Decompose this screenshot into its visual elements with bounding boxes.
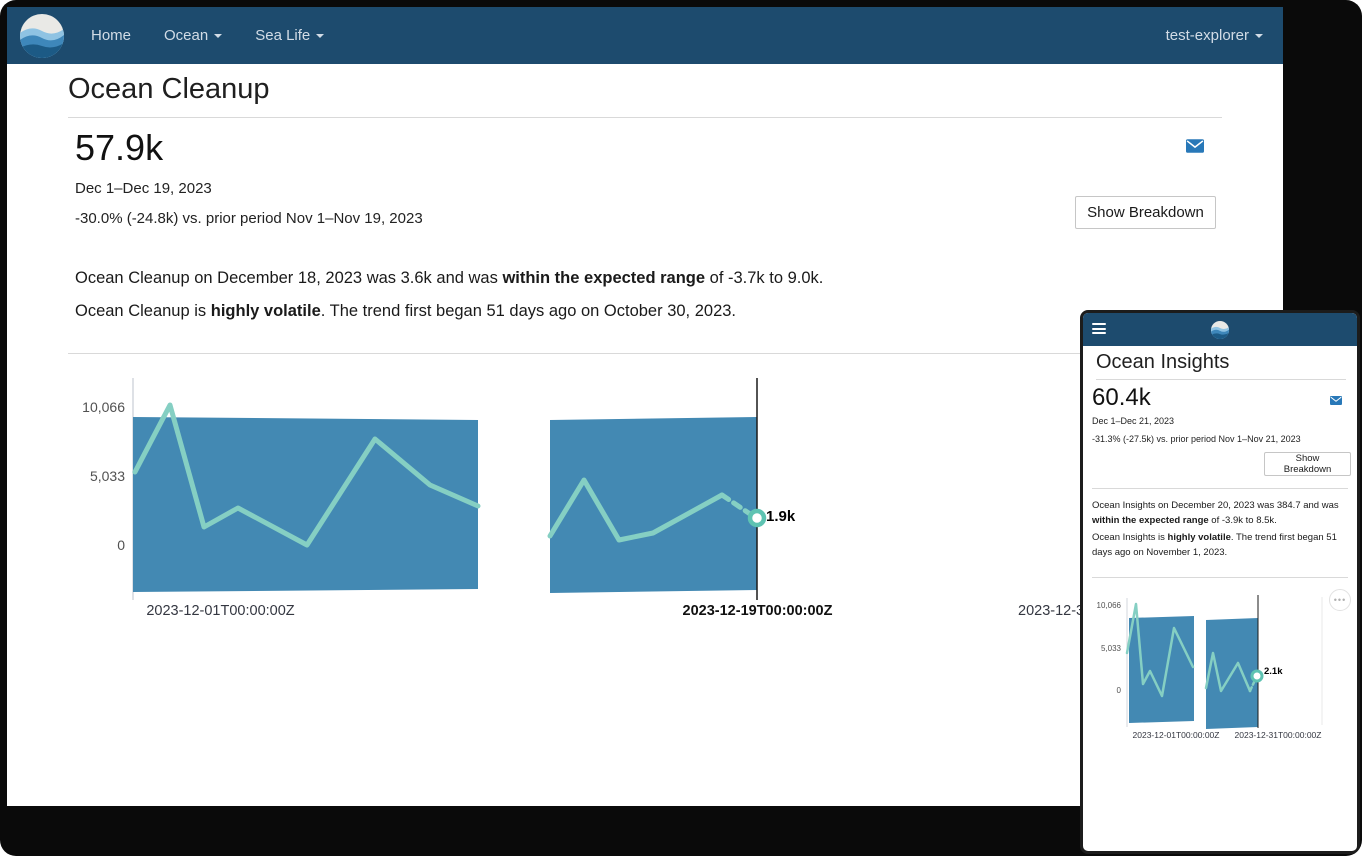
- latest-point-marker[interactable]: [747, 508, 767, 528]
- expected-range-band: [1129, 616, 1194, 723]
- divider: [1092, 577, 1348, 578]
- metric-date-range: Dec 1–Dec 19, 2023: [75, 180, 212, 197]
- mobile-navbar: [1083, 313, 1357, 346]
- top-navbar: Home Ocean Sea Life test-explorer: [7, 7, 1283, 64]
- y-tick: 10,066: [82, 399, 125, 415]
- browser-window: Home Ocean Sea Life test-explorer Ocean …: [7, 7, 1283, 806]
- caret-down-icon: [1255, 33, 1263, 38]
- x-tick: 2023-12-01T00:00:00Z: [146, 603, 295, 619]
- mobile-metric-date-range: Dec 1–Dec 21, 2023: [1092, 416, 1175, 426]
- y-tick: 0: [117, 537, 125, 553]
- divider: [68, 353, 1222, 354]
- caret-down-icon: [214, 33, 223, 38]
- divider: [1096, 379, 1346, 380]
- show-breakdown-button[interactable]: Show Breakdown: [1264, 452, 1351, 476]
- mobile-metric-comparison: -31.3% (-27.5k) vs. prior period Nov 1–N…: [1092, 434, 1301, 444]
- mobile-page-title: Ocean Insights: [1096, 351, 1230, 373]
- actual-line: [1125, 602, 1195, 698]
- marker-value-label: 2.1k: [1264, 666, 1283, 677]
- caret-down-icon: [316, 33, 325, 38]
- x-tick-highlighted: 2023-12-19T00:00:00Z: [682, 603, 833, 619]
- ocean-logo-icon[interactable]: [1211, 321, 1229, 339]
- latest-point-marker[interactable]: [1250, 669, 1264, 683]
- show-breakdown-button[interactable]: Show Breakdown: [1075, 196, 1216, 229]
- chart-options-button[interactable]: •••: [1329, 589, 1351, 611]
- divider: [1092, 488, 1348, 489]
- expected-range-band: [550, 417, 757, 593]
- mobile-metric-anomaly-chart[interactable]: [1085, 588, 1353, 740]
- metric-value: 57.9k: [75, 127, 164, 168]
- nav-item-ocean[interactable]: Ocean: [164, 27, 223, 44]
- insight-trend-text: Ocean Cleanup is highly volatile. The tr…: [75, 302, 737, 320]
- metric-comparison: -30.0% (-24.8k) vs. prior period Nov 1–N…: [75, 210, 423, 227]
- insight-range-text: Ocean Cleanup on December 18, 2023 was 3…: [75, 269, 824, 287]
- metric-anomaly-chart[interactable]: [60, 370, 1090, 630]
- actual-line: [547, 477, 725, 543]
- mobile-insight-trend-text: Ocean Insights is highly volatile. The t…: [1092, 532, 1337, 558]
- user-menu[interactable]: test-explorer: [1166, 27, 1263, 44]
- y-tick: 10,066: [1096, 601, 1121, 610]
- y-tick: 0: [1116, 686, 1121, 695]
- actual-line: [1204, 651, 1252, 693]
- nav-links: Home Ocean Sea Life: [91, 27, 325, 44]
- x-tick: 2023-12-31T00:00:00Z: [1234, 730, 1322, 740]
- forecast-dashed-line: [719, 492, 756, 519]
- y-tick: 5,033: [89, 468, 125, 484]
- mobile-metric-value: 60.4k: [1092, 384, 1151, 411]
- expected-range-band: [133, 417, 478, 592]
- envelope-icon[interactable]: [1186, 139, 1204, 153]
- divider: [68, 117, 1222, 118]
- marker-value-label: 1.9k: [766, 508, 796, 525]
- y-tick: 5,033: [1100, 644, 1121, 653]
- actual-line: [132, 402, 481, 548]
- page-title: Ocean Cleanup: [68, 73, 270, 105]
- nav-item-sea-life[interactable]: Sea Life: [255, 27, 325, 44]
- envelope-icon[interactable]: [1330, 392, 1342, 405]
- mobile-preview-window: Ocean Insights 60.4k Dec 1–Dec 21, 2023 …: [1080, 310, 1360, 854]
- mobile-insight-range-text: Ocean Insights on December 20, 2023 was …: [1092, 500, 1339, 526]
- x-tick: 2023-12-01T00:00:00Z: [1132, 730, 1220, 740]
- nav-item-home[interactable]: Home: [91, 27, 132, 44]
- menu-icon[interactable]: [1092, 323, 1106, 334]
- ellipsis-icon: •••: [1333, 595, 1347, 605]
- ocean-logo-icon[interactable]: [20, 13, 64, 58]
